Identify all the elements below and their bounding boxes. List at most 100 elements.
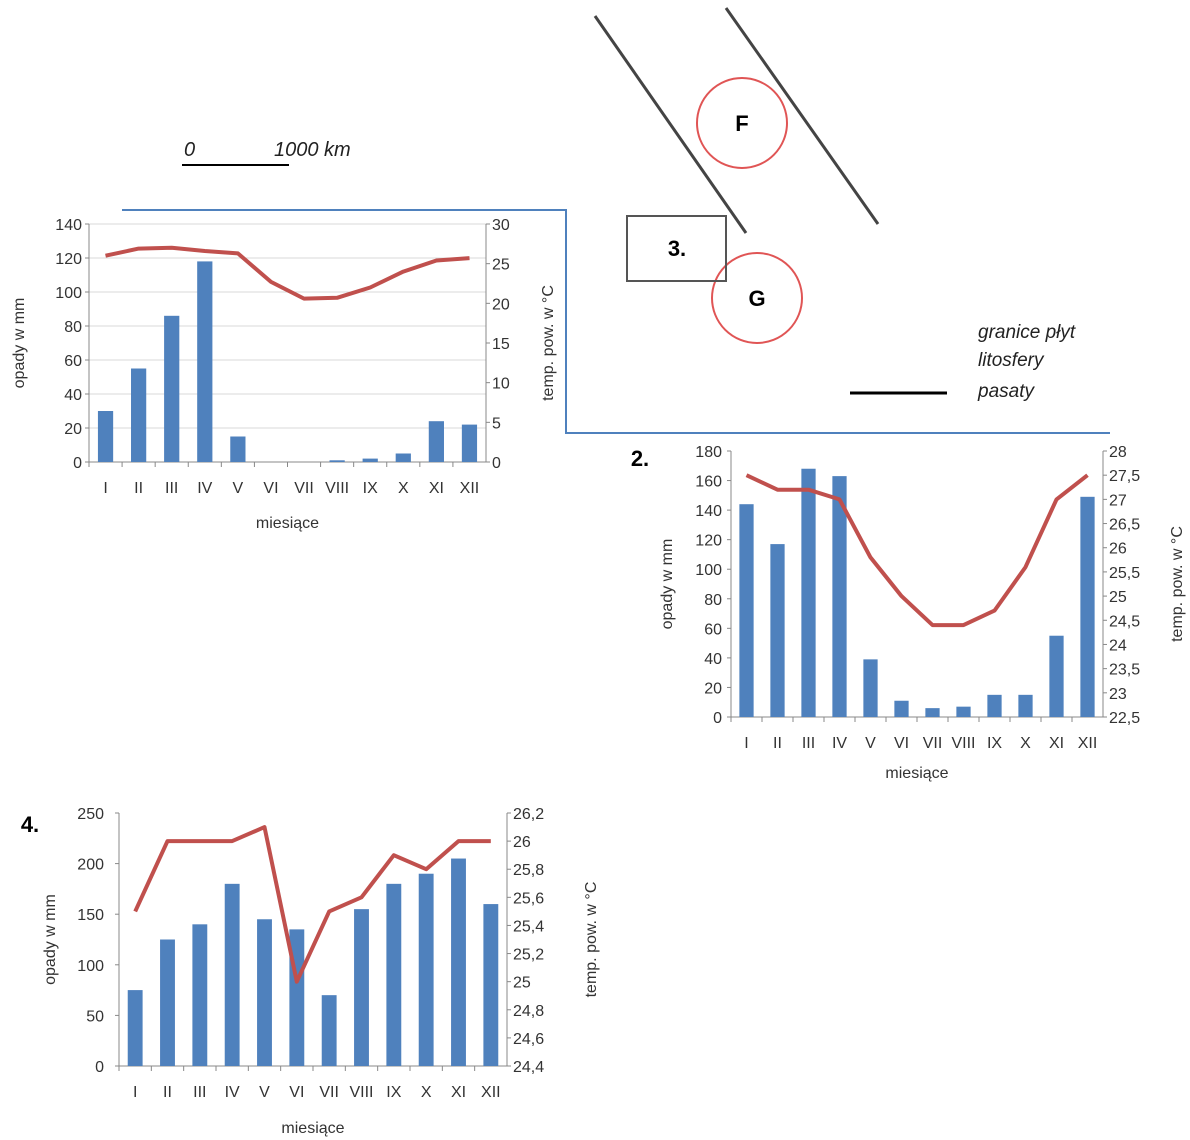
y-tick-label: 120 (695, 533, 722, 550)
precip-bar (863, 659, 877, 717)
temperature-line (747, 475, 1088, 625)
y-axis-title: opady w mm (42, 894, 59, 985)
y2-tick-label: 24,6 (513, 1031, 544, 1048)
x-tick-label: X (1020, 735, 1031, 752)
x-tick-label: II (163, 1084, 172, 1101)
x-tick-label: III (802, 735, 815, 752)
precip-bar (396, 454, 411, 463)
y2-axis-title: temp. pow. w °C (540, 285, 557, 401)
x-tick-label: VII (923, 735, 943, 752)
y2-tick-label: 27 (1109, 492, 1127, 509)
y-tick-label: 200 (77, 857, 104, 874)
x-tick-label: VII (294, 480, 314, 497)
precip-bar (1049, 636, 1063, 717)
y-tick-label: 20 (64, 421, 82, 438)
label-F: F (735, 111, 748, 136)
x-tick-label: VIII (951, 735, 975, 752)
precip-bar (801, 469, 815, 717)
y2-tick-label: 26,2 (513, 806, 544, 823)
x-tick-label: I (103, 480, 107, 497)
x-tick-label: IX (987, 735, 1002, 752)
precip-bar (192, 924, 207, 1066)
y2-tick-label: 26,5 (1109, 517, 1140, 534)
y2-tick-label: 30 (492, 217, 510, 234)
map-frame-line (122, 210, 1110, 433)
y-tick-label: 0 (713, 710, 722, 727)
x-tick-label: VII (319, 1084, 339, 1101)
precip-bar (322, 995, 337, 1066)
x-tick-label: IX (386, 1084, 401, 1101)
legend-boundaries-line1: granice płyt (978, 322, 1076, 343)
precip-bar (419, 874, 434, 1066)
y-tick-label: 40 (64, 387, 82, 404)
precip-bar (770, 544, 784, 717)
precip-bar (956, 707, 970, 717)
precip-bar (98, 411, 113, 462)
x-tick-label: IV (197, 480, 212, 497)
precip-bar (739, 504, 753, 717)
y2-tick-label: 0 (492, 455, 501, 472)
climate-chart-3: 05010015020025024,424,624,82525,225,425,… (21, 806, 600, 1137)
plate-boundary-line (726, 8, 878, 224)
x-tick-label: III (165, 480, 178, 497)
y2-tick-label: 24,8 (513, 1003, 544, 1020)
x-tick-label: VI (289, 1084, 304, 1101)
chart-number-label: 2. (631, 446, 649, 471)
y2-tick-label: 28 (1109, 444, 1127, 461)
y-tick-label: 60 (704, 621, 722, 638)
precip-bar (257, 919, 272, 1066)
precip-bar (164, 316, 179, 462)
precip-bar (429, 421, 444, 462)
x-tick-label: I (133, 1084, 137, 1101)
x-tick-label: IX (363, 480, 378, 497)
x-tick-label: III (193, 1084, 206, 1101)
precip-bar (197, 261, 212, 462)
precip-bar (462, 425, 477, 462)
y2-tick-label: 15 (492, 336, 510, 353)
y2-tick-label: 26 (1109, 541, 1127, 558)
x-tick-label: XI (429, 480, 444, 497)
legend-trade-winds-label: pasaty (977, 381, 1035, 402)
label-G: G (748, 286, 765, 311)
y-tick-label: 60 (64, 353, 82, 370)
x-axis-title: miesiące (281, 1120, 344, 1137)
temperature-line (106, 248, 470, 299)
y-tick-label: 100 (55, 285, 82, 302)
y-tick-label: 50 (86, 1008, 104, 1025)
precip-bar (1018, 695, 1032, 717)
x-tick-label: V (865, 735, 876, 752)
y-axis-title: opady w mm (11, 298, 28, 389)
x-tick-label: XII (481, 1084, 501, 1101)
precip-bar (330, 460, 345, 462)
y2-tick-label: 24,4 (513, 1059, 544, 1076)
y2-tick-label: 25,8 (513, 862, 544, 879)
precip-bar (230, 437, 245, 463)
x-tick-label: VI (263, 480, 278, 497)
x-tick-label: VIII (325, 480, 349, 497)
x-tick-label: V (259, 1084, 270, 1101)
y-tick-label: 140 (695, 503, 722, 520)
x-tick-label: II (134, 480, 143, 497)
y2-tick-label: 23,5 (1109, 662, 1140, 679)
precip-bar (128, 990, 143, 1066)
precip-bar (987, 695, 1001, 717)
precip-bar (925, 708, 939, 717)
y2-tick-label: 22,5 (1109, 710, 1140, 727)
y2-tick-label: 25,6 (513, 890, 544, 907)
y-tick-label: 0 (73, 455, 82, 472)
precip-bar (225, 884, 240, 1066)
climate-chart-1: 020406080100120140051015202530I II III IV V V… (11, 217, 557, 532)
y-tick-label: 0 (95, 1059, 104, 1076)
precip-bar (160, 940, 175, 1067)
y2-tick-label: 25 (513, 975, 531, 992)
map-area: F G 3. 0 1000 km granice płyt litosfery … (122, 8, 1110, 433)
precip-bar (363, 459, 378, 462)
y-tick-label: 80 (64, 319, 82, 336)
legend-boundaries-line2: litosfery (978, 350, 1045, 371)
x-tick-label: X (398, 480, 409, 497)
y2-tick-label: 25,2 (513, 947, 544, 964)
y2-tick-label: 25,4 (513, 918, 544, 935)
x-tick-label: VIII (349, 1084, 373, 1101)
precip-bar (451, 859, 466, 1066)
